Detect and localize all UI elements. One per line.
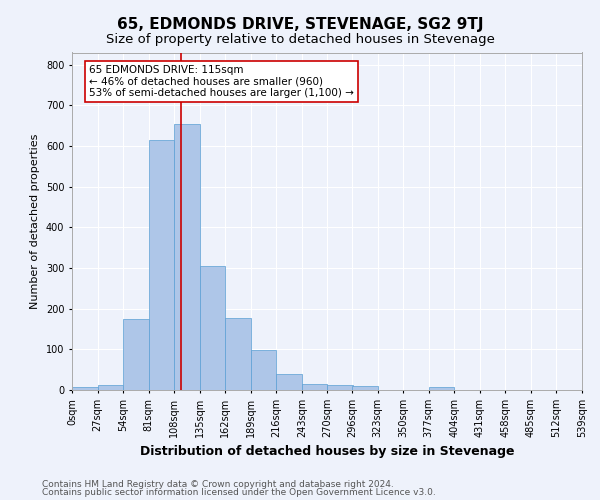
Bar — [200, 266, 225, 390]
Bar — [72, 386, 98, 390]
Bar — [352, 386, 377, 390]
Text: Size of property relative to detached houses in Stevenage: Size of property relative to detached ho… — [106, 32, 494, 46]
Bar — [429, 386, 454, 390]
Text: Contains HM Land Registry data © Crown copyright and database right 2024.: Contains HM Land Registry data © Crown c… — [42, 480, 394, 489]
Bar — [174, 124, 200, 390]
Text: Contains public sector information licensed under the Open Government Licence v3: Contains public sector information licen… — [42, 488, 436, 497]
Text: 65 EDMONDS DRIVE: 115sqm
← 46% of detached houses are smaller (960)
53% of semi-: 65 EDMONDS DRIVE: 115sqm ← 46% of detach… — [89, 64, 354, 98]
Bar — [277, 374, 302, 390]
Bar — [251, 350, 277, 390]
Text: 65, EDMONDS DRIVE, STEVENAGE, SG2 9TJ: 65, EDMONDS DRIVE, STEVENAGE, SG2 9TJ — [117, 18, 483, 32]
Bar — [123, 319, 149, 390]
Y-axis label: Number of detached properties: Number of detached properties — [31, 134, 40, 309]
Bar — [328, 385, 353, 390]
Bar — [225, 318, 251, 390]
Bar — [98, 384, 123, 390]
Bar — [302, 384, 328, 390]
Bar — [149, 140, 174, 390]
X-axis label: Distribution of detached houses by size in Stevenage: Distribution of detached houses by size … — [140, 446, 514, 458]
